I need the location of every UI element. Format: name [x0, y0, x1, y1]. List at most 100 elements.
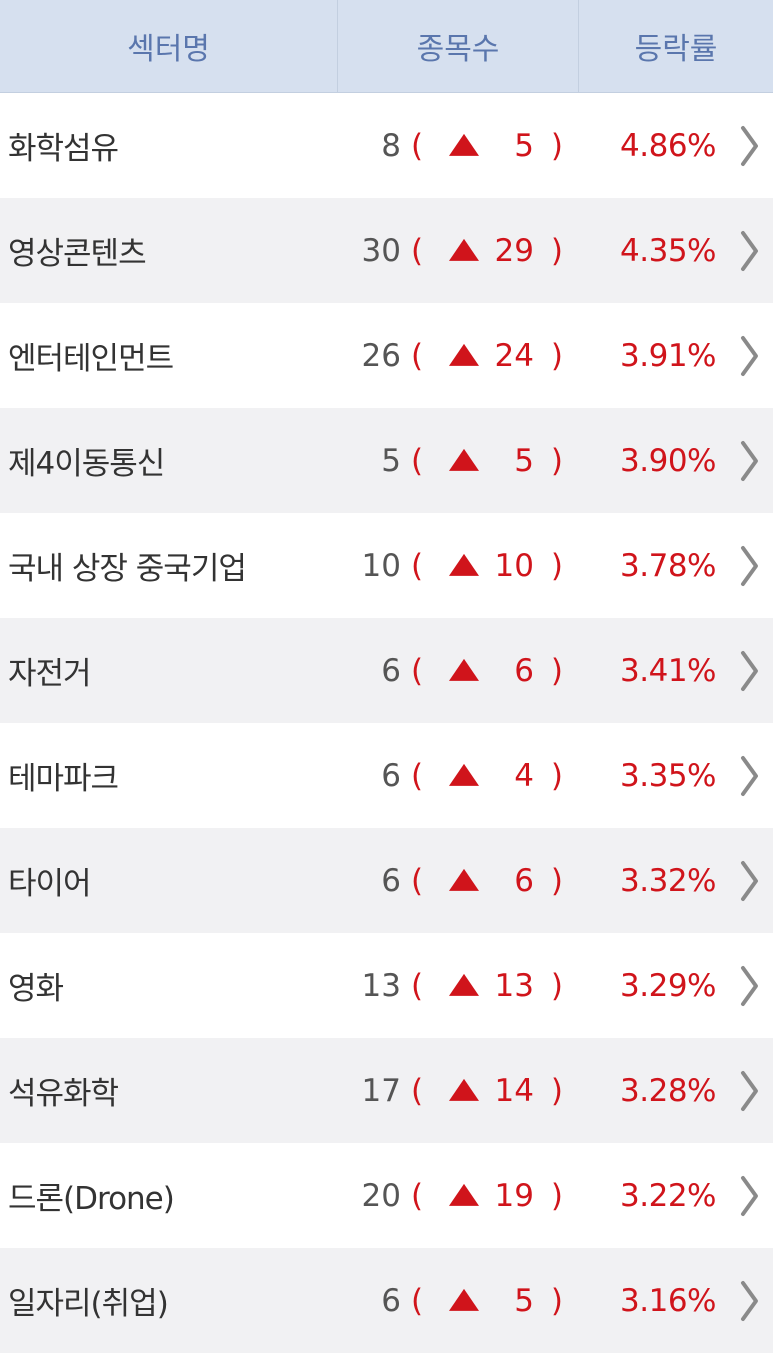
stock-count: 13 (13) [338, 933, 579, 1038]
sector-name: 영화 [8, 971, 64, 1007]
change-rate: 3.29% [620, 967, 716, 1004]
change-rate: 3.78% [620, 547, 716, 584]
sector-name: 자전거 [8, 656, 92, 692]
chevron-right-icon[interactable] [739, 229, 759, 273]
table-row[interactable]: 국내 상장 중국기업 10 (10) 3.78% [0, 513, 773, 618]
rising-count: 6 [514, 862, 534, 899]
change-rate: 3.28% [620, 1072, 716, 1109]
total-count: 20 [361, 1177, 401, 1214]
total-count: 6 [381, 652, 401, 689]
change-rate: 3.16% [620, 1282, 716, 1319]
chevron-right-icon[interactable] [739, 439, 759, 483]
up-triangle-icon [449, 1183, 479, 1206]
rising-count: 6 [514, 652, 534, 689]
rising-count: 14 [494, 1072, 534, 1109]
total-count: 13 [361, 967, 401, 1004]
stock-count: 6 (4) [338, 723, 579, 828]
header-sector-name[interactable]: 섹터명 [0, 0, 338, 92]
chevron-right-icon[interactable] [739, 754, 759, 798]
total-count: 6 [381, 862, 401, 899]
chevron-right-icon[interactable] [739, 334, 759, 378]
chevron-right-icon[interactable] [739, 649, 759, 693]
rising-count: 24 [494, 337, 534, 374]
stock-count: 10 (10) [338, 513, 579, 618]
chevron-right-icon[interactable] [739, 859, 759, 903]
table-row[interactable]: 화학섬유 8 (5) 4.86% [0, 93, 773, 198]
chevron-right-icon[interactable] [739, 544, 759, 588]
total-count: 30 [361, 232, 401, 269]
up-triangle-icon [449, 238, 479, 261]
close-paren: ) [550, 1177, 563, 1214]
table-row[interactable]: 일자리(취업) 6 (5) 3.16% [0, 1248, 773, 1353]
table-row[interactable]: 엔터테인먼트 26 (24) 3.91% [0, 303, 773, 408]
total-count: 5 [381, 442, 401, 479]
stock-count: 20 (19) [338, 1143, 579, 1248]
table-row[interactable]: 테마파크 6 (4) 3.35% [0, 723, 773, 828]
close-paren: ) [550, 1282, 563, 1319]
chevron-right-icon[interactable] [739, 124, 759, 168]
sector-name: 테마파크 [8, 761, 119, 797]
stock-count: 6 (6) [338, 618, 579, 723]
close-paren: ) [550, 652, 563, 689]
up-triangle-icon [449, 448, 479, 471]
header-change-rate[interactable]: 등락률 [634, 32, 718, 67]
stock-count: 5 (5) [338, 408, 579, 513]
open-paren: ( [411, 547, 424, 584]
close-paren: ) [550, 442, 563, 479]
open-paren: ( [411, 757, 424, 794]
rising-count: 5 [514, 127, 534, 164]
open-paren: ( [411, 652, 424, 689]
up-triangle-icon [449, 868, 479, 891]
open-paren: ( [411, 1282, 424, 1319]
up-triangle-icon [449, 1288, 479, 1311]
table-row[interactable]: 영화 13 (13) 3.29% [0, 933, 773, 1038]
total-count: 6 [381, 757, 401, 794]
table-row[interactable]: 영상콘텐츠 30 (29) 4.35% [0, 198, 773, 303]
rising-count: 29 [494, 232, 534, 269]
close-paren: ) [550, 862, 563, 899]
stock-count: 6 (6) [338, 828, 579, 933]
chevron-right-icon[interactable] [739, 964, 759, 1008]
close-paren: ) [550, 967, 563, 1004]
change-rate: 3.90% [620, 442, 716, 479]
table-header: 섹터명 종목수 등락률 [0, 0, 773, 93]
rising-count: 5 [514, 1282, 534, 1319]
up-triangle-icon [449, 973, 479, 996]
total-count: 26 [361, 337, 401, 374]
chevron-right-icon[interactable] [739, 1279, 759, 1323]
up-triangle-icon [449, 763, 479, 786]
total-count: 6 [381, 1282, 401, 1319]
stock-count: 6 (5) [338, 1248, 579, 1353]
table-row[interactable]: 자전거 6 (6) 3.41% [0, 618, 773, 723]
close-paren: ) [550, 127, 563, 164]
chevron-right-icon[interactable] [739, 1174, 759, 1218]
sector-name: 드론(Drone) [8, 1181, 175, 1217]
table-row[interactable]: 드론(Drone) 20 (19) 3.22% [0, 1143, 773, 1248]
sector-name: 제4이동통신 [8, 446, 165, 482]
open-paren: ( [411, 232, 424, 269]
total-count: 17 [361, 1072, 401, 1109]
table-row[interactable]: 제4이동통신 5 (5) 3.90% [0, 408, 773, 513]
chevron-right-icon[interactable] [739, 1069, 759, 1113]
change-rate: 4.86% [620, 127, 716, 164]
stock-count: 26 (24) [338, 303, 579, 408]
open-paren: ( [411, 337, 424, 374]
rising-count: 10 [494, 547, 534, 584]
change-rate: 4.35% [620, 232, 716, 269]
stock-count: 17 (14) [338, 1038, 579, 1143]
rising-count: 19 [494, 1177, 534, 1214]
up-triangle-icon [449, 343, 479, 366]
sector-name: 일자리(취업) [8, 1286, 169, 1322]
close-paren: ) [550, 547, 563, 584]
header-stock-count[interactable]: 종목수 [338, 0, 579, 92]
change-rate: 3.91% [620, 337, 716, 374]
sector-name: 영상콘텐츠 [8, 236, 147, 272]
close-paren: ) [550, 757, 563, 794]
up-triangle-icon [449, 133, 479, 156]
table-row[interactable]: 타이어 6 (6) 3.32% [0, 828, 773, 933]
table-row[interactable]: 석유화학 17 (14) 3.28% [0, 1038, 773, 1143]
total-count: 8 [381, 127, 401, 164]
change-rate: 3.35% [620, 757, 716, 794]
open-paren: ( [411, 1177, 424, 1214]
